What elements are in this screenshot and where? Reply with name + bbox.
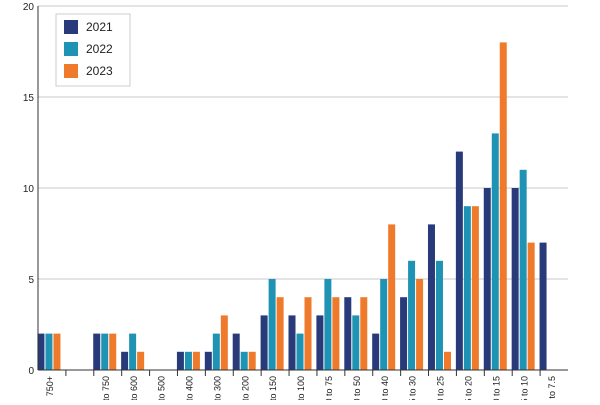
bar-2023-10	[332, 297, 340, 370]
x-tick-label: 0 to 50	[352, 376, 362, 400]
x-tick-label: 0 to 40	[380, 376, 390, 400]
x-tick-label: 5 to 20	[464, 376, 474, 400]
bar-2023-13	[416, 279, 424, 370]
bar-2023-7	[248, 351, 256, 370]
bar-2022-14	[435, 260, 443, 370]
bar-2021-18	[539, 242, 547, 370]
bar-2023-3	[137, 351, 145, 370]
x-tick-label: 5 to 10	[519, 376, 529, 400]
bar-2023-11	[360, 297, 368, 370]
bar-2022-2	[101, 333, 109, 370]
bar-2023-16	[499, 42, 507, 371]
y-tick-label: 10	[23, 184, 35, 195]
bar-2022-0	[45, 333, 53, 370]
legend-label-2021: 2021	[86, 20, 113, 34]
gridlines	[38, 5, 568, 280]
legend-label-2023: 2023	[86, 64, 113, 78]
x-tick-label: 0 to 25	[436, 376, 446, 400]
bar-2023-15	[471, 206, 479, 370]
bar-2023-6	[220, 315, 228, 370]
bar-2022-6	[212, 333, 220, 370]
bar-2021-3	[121, 351, 129, 370]
bar-2022-13	[408, 260, 416, 370]
bar-2022-16	[491, 133, 499, 370]
bar-2021-11	[344, 297, 352, 370]
bar-2021-6	[204, 351, 212, 370]
x-tick-label: to 200	[240, 376, 250, 400]
bar-2022-17	[519, 169, 527, 370]
legend-swatch-2021	[64, 20, 78, 34]
bar-2021-14	[427, 224, 435, 370]
x-tick-label: 750+	[45, 376, 55, 396]
legend-swatch-2023	[64, 64, 78, 78]
x-tick-label: 0 to 15	[491, 376, 501, 400]
bar-2023-9	[304, 297, 312, 370]
bar-2021-8	[260, 315, 268, 370]
x-tick-label: to 400	[185, 376, 195, 400]
bar-2021-17	[511, 188, 519, 370]
bar-2022-11	[352, 315, 360, 370]
bar-2021-13	[400, 297, 408, 370]
bar-2021-15	[455, 151, 463, 370]
tick-labels: 0 5 10 15 20 750+ to 750 to 600 to 500 to 400 to 3…	[23, 2, 557, 405]
x-tick-label: to 150	[268, 376, 278, 400]
bar-2022-7	[240, 351, 248, 370]
bar-2023-2	[109, 333, 117, 370]
bar-2021-16	[483, 188, 491, 370]
x-tick-label: 0 to 75	[324, 376, 334, 400]
bar-2021-5	[176, 351, 184, 370]
y-tick-label: 5	[28, 275, 34, 286]
x-tick-label: ., to 7.5	[547, 376, 557, 400]
legend: 2021 2022 2023	[55, 13, 131, 87]
x-tick-label: to 750	[101, 376, 111, 400]
bar-2021-2	[93, 333, 101, 370]
legend-swatch-2022	[64, 42, 78, 56]
bar-2023-14	[443, 351, 451, 370]
bar-2022-10	[324, 279, 332, 370]
x-tick-label: to 500	[157, 376, 167, 400]
bar-2021-12	[372, 333, 380, 370]
y-tick-label: 15	[23, 93, 35, 104]
y-tick-label: 20	[23, 2, 35, 13]
bar-2022-9	[296, 333, 304, 370]
bar-2023-12	[388, 224, 396, 370]
bar-2021-7	[232, 333, 240, 370]
bar-2022-15	[463, 206, 471, 370]
legend-label-2022: 2022	[86, 42, 113, 56]
y-tick-label: 0	[28, 366, 34, 377]
x-tick-label: to 300	[212, 376, 222, 400]
bars	[37, 42, 547, 371]
bar-2023-17	[527, 242, 535, 370]
bar-2023-0	[53, 333, 61, 370]
bar-2022-5	[184, 351, 192, 370]
bar-2022-8	[268, 279, 276, 370]
bar-2021-0	[37, 333, 45, 370]
bar-2021-9	[288, 315, 296, 370]
axes	[37, 6, 568, 376]
bar-2023-5	[192, 351, 200, 370]
x-tick-label: to 100	[296, 376, 306, 400]
bar-2023-8	[276, 297, 284, 370]
x-tick-label: 5 to 30	[408, 376, 418, 400]
bar-2021-10	[316, 315, 324, 370]
bar-2022-12	[380, 279, 388, 370]
bar-2022-3	[129, 333, 137, 370]
x-tick-label: to 600	[129, 376, 139, 400]
